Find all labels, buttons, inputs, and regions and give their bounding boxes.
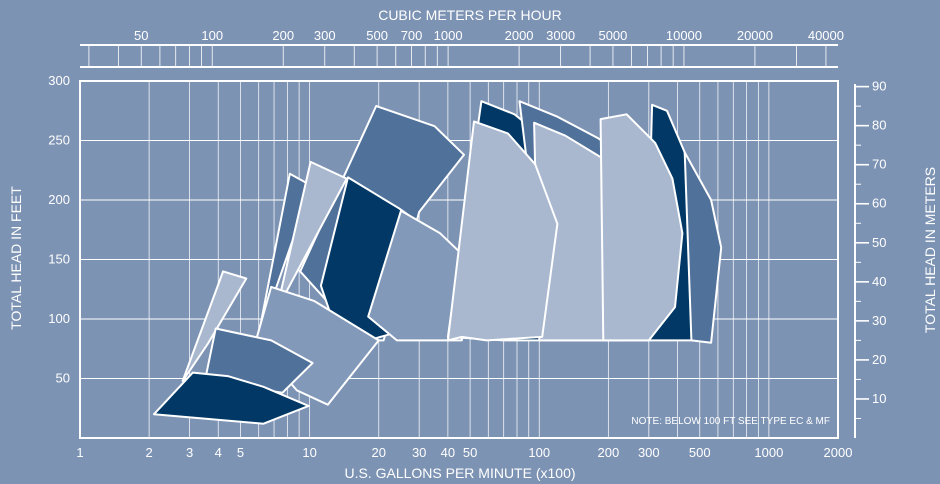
x-tick-label: 2000	[824, 445, 853, 460]
plot-frame	[79, 80, 839, 439]
top-tick-label: 700	[401, 28, 423, 43]
top-tick-label: 500	[366, 28, 388, 43]
top-tick-label: 200	[272, 28, 294, 43]
right-axis: 10 20 30 40 50 60 70 80 90	[854, 79, 886, 438]
y2-axis-title: TOTAL HEAD IN METERS	[922, 167, 938, 333]
right-tick-label: 20	[872, 352, 886, 367]
right-tick-label: 30	[872, 313, 886, 328]
pump-regions	[153, 100, 723, 425]
top-tick-label: 300	[314, 28, 336, 43]
y-tick-label: 50	[56, 371, 70, 386]
top-tick-label: 10000	[666, 28, 702, 43]
pump-region-10	[683, 151, 723, 344]
top-axis-title: CUBIC METERS PER HOUR	[378, 7, 562, 23]
x-tick-label: 30	[412, 445, 426, 460]
top-tick-label: 50	[134, 28, 148, 43]
x-axis-title: U.S. GALLONS PER MINUTE (x100)	[344, 465, 575, 481]
x-tick-label: 10	[302, 445, 316, 460]
y-tick-label: 200	[48, 192, 70, 207]
axis-labels: 1 2 3 4 5 10 20 30 40 50 100 200 300 500 1000 2000 50 100…	[48, 73, 852, 460]
y-tick-label: 150	[48, 252, 70, 267]
pump-region-12	[446, 120, 559, 342]
x-tick-label: 5	[237, 445, 244, 460]
top-tick-label: 2000	[505, 28, 534, 43]
right-tick-label: 70	[872, 157, 886, 172]
x-tick-label: 1	[76, 445, 83, 460]
pump-region-16	[153, 371, 310, 425]
x-tick-label: 200	[598, 445, 620, 460]
x-tick-label: 4	[215, 445, 222, 460]
x-tick-label: 3	[186, 445, 193, 460]
pump-region-11	[599, 113, 684, 342]
pump-region-5	[367, 209, 472, 342]
top-tick-label: 20000	[737, 28, 773, 43]
x-tick-label: 100	[528, 445, 550, 460]
top-tick-label: 1000	[434, 28, 463, 43]
top-tick-label: 5000	[598, 28, 627, 43]
pump-region-13	[181, 270, 248, 382]
x-tick-label: 300	[638, 445, 660, 460]
y-tick-label: 250	[48, 133, 70, 148]
x-tick-label: 50	[463, 445, 477, 460]
right-tick-label: 50	[872, 235, 886, 250]
top-axis: 50 100 200 300 500 700 1000 2000 3000 5000 10000 20…	[80, 28, 844, 68]
right-tick-label: 90	[872, 79, 886, 94]
right-tick-label: 40	[872, 274, 886, 289]
x-tick-label: 40	[441, 445, 455, 460]
chart-note: NOTE: BELOW 100 FT SEE TYPE EC & MF	[631, 416, 830, 427]
right-tick-label: 60	[872, 196, 886, 211]
top-tick-label: 100	[201, 28, 223, 43]
x-tick-label: 20	[372, 445, 386, 460]
y-tick-label: 300	[48, 73, 70, 88]
right-tick-label: 80	[872, 118, 886, 133]
top-tick-label: 3000	[546, 28, 575, 43]
top-tick-label: 40000	[808, 28, 844, 43]
x-tick-label: 2	[146, 445, 153, 460]
x-tick-label: 1000	[754, 445, 783, 460]
y-axis-title: TOTAL HEAD IN FEET	[8, 186, 24, 330]
plot-border	[79, 80, 839, 439]
x-tick-label: 500	[689, 445, 711, 460]
y-tick-label: 100	[48, 311, 70, 326]
right-tick-label: 10	[872, 391, 886, 406]
